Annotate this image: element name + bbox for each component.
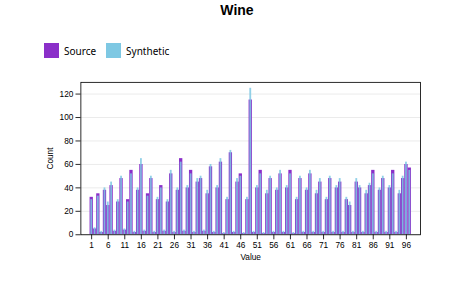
svg-text:46: 46 [236, 241, 246, 250]
html-text:Source: Source [64, 43, 97, 58]
svg-text:41: 41 [220, 241, 230, 250]
svg-text:11: 11 [120, 241, 129, 250]
svg-text:40: 40 [64, 184, 74, 193]
svg-text:66: 66 [302, 241, 312, 250]
svg-text:120: 120 [60, 90, 74, 99]
svg-text:56: 56 [269, 241, 279, 250]
svg-text:36: 36 [203, 241, 213, 250]
svg-text:61: 61 [286, 241, 296, 250]
svg-text:31: 31 [186, 241, 196, 250]
svg-text:100: 100 [60, 113, 74, 122]
svg-text:96: 96 [402, 241, 412, 250]
svg-text:26: 26 [170, 241, 180, 250]
html-text:Synthetic: Synthetic [126, 43, 170, 58]
svg-text:0: 0 [69, 230, 74, 239]
svg-text:60: 60 [64, 160, 74, 169]
html-text:Wine: Wine [220, 2, 254, 18]
svg-text:80: 80 [64, 137, 74, 146]
svg-text:21: 21 [153, 241, 163, 250]
svg-text:71: 71 [319, 241, 329, 250]
svg-text:6: 6 [106, 241, 111, 250]
svg-text:51: 51 [253, 241, 263, 250]
svg-text:86: 86 [369, 241, 379, 250]
svg-text:76: 76 [336, 241, 346, 250]
svg-text:16: 16 [137, 241, 147, 250]
svg-text:81: 81 [352, 241, 362, 250]
svg-text:Value: Value [240, 253, 261, 262]
svg-text:91: 91 [385, 241, 395, 250]
svg-text:20: 20 [64, 207, 74, 216]
svg-text:1: 1 [89, 241, 94, 250]
svg-text:Count: Count [46, 147, 55, 170]
